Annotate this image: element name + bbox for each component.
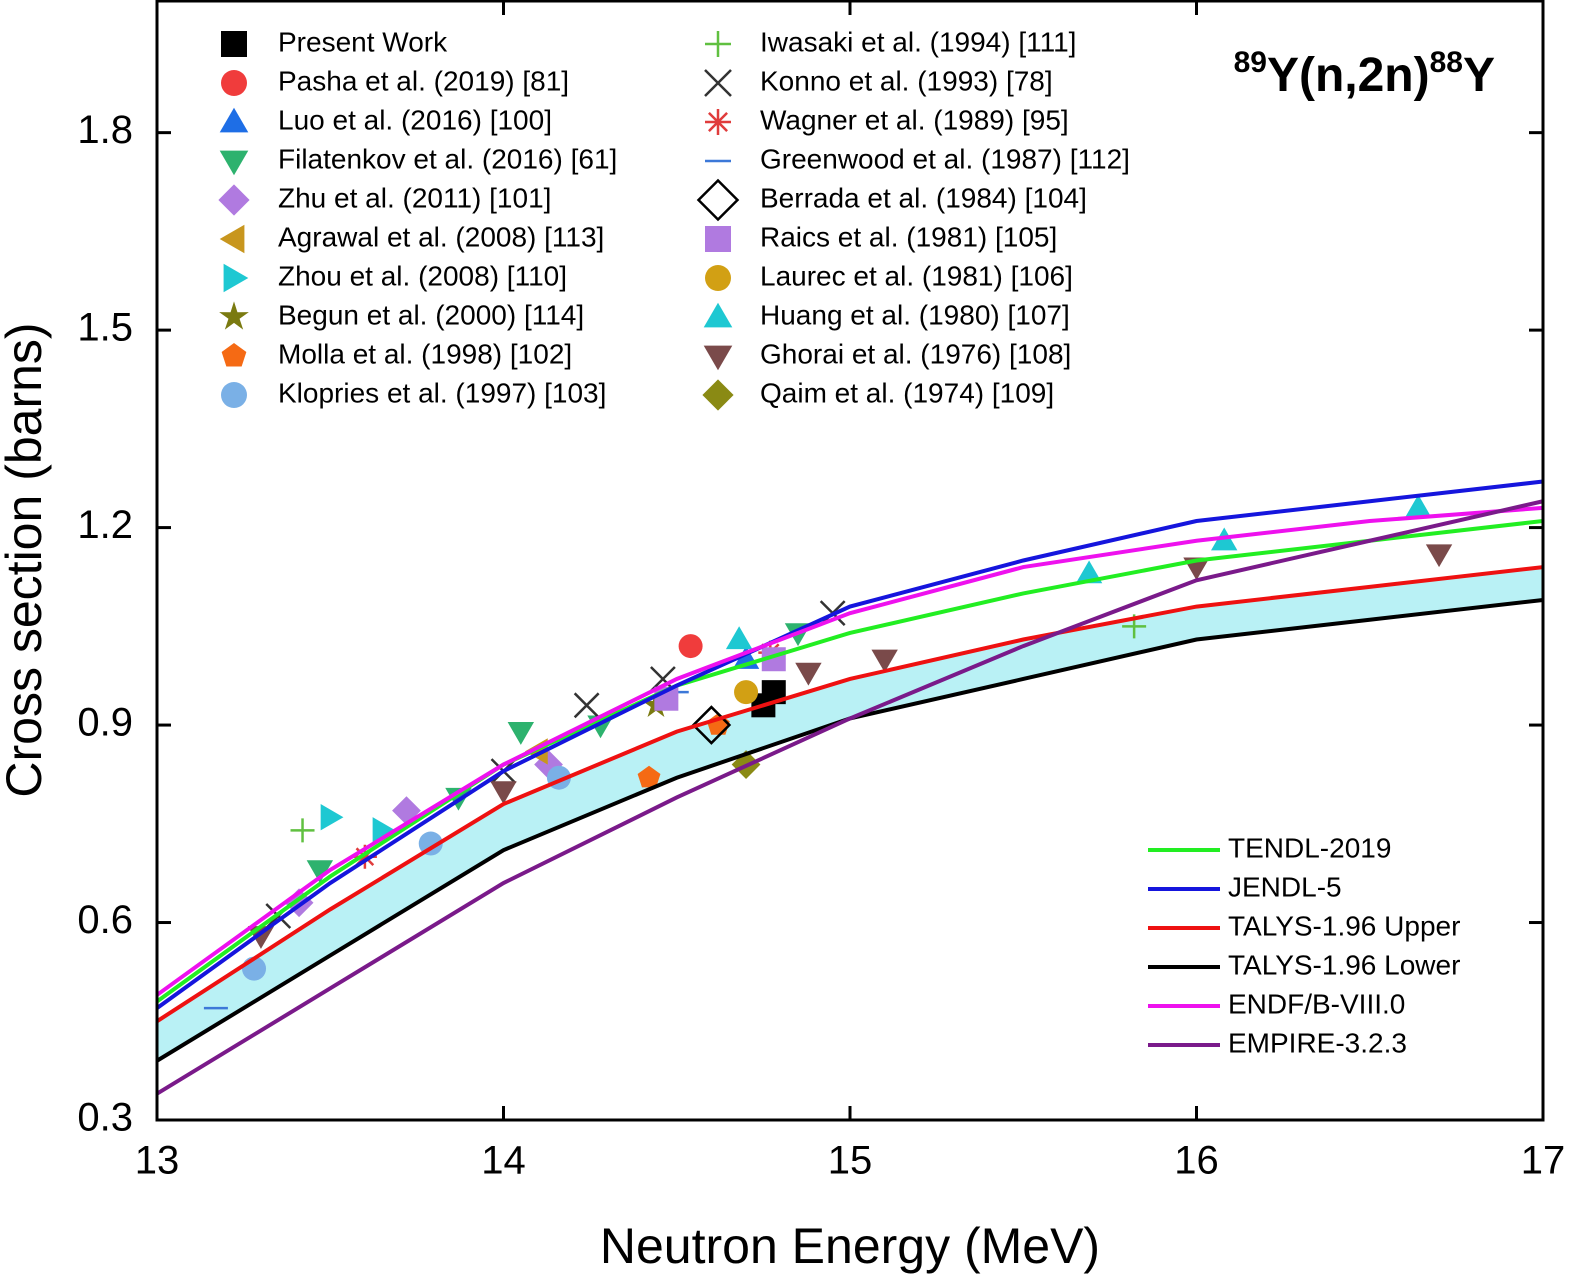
- data-point: [734, 680, 759, 705]
- legend-label: Qaim et al. (1974) [109]: [760, 377, 1054, 408]
- legend-label: Klopries et al. (1997) [103]: [278, 377, 606, 408]
- data-point: [372, 817, 396, 844]
- data-point: [1405, 494, 1432, 518]
- title-part: Y(n,2n): [1267, 49, 1430, 102]
- legend-label: Molla et al. (1998) [102]: [278, 338, 572, 369]
- model-curve: [155, 479, 1544, 1010]
- legend-marker: [219, 224, 245, 254]
- y-tick-label: 0.3: [77, 1096, 133, 1140]
- legend-label: Luo et al. (2016) [100]: [278, 104, 552, 135]
- x-tick-label: 13: [135, 1139, 180, 1183]
- y-tick-label: 1.8: [77, 108, 133, 152]
- data-point: [284, 888, 314, 918]
- model-curve: [155, 499, 1544, 1096]
- data-point: [573, 692, 600, 719]
- legend-label: Ghorai et al. (1976) [108]: [760, 338, 1071, 369]
- legend-label: Filatenkov et al. (2016) [61]: [278, 143, 617, 174]
- y-tick-label: 1.5: [77, 306, 133, 350]
- plot-area: [155, 479, 1544, 1096]
- legend-marker: [696, 178, 740, 222]
- x-axis-label: Neutron Energy (MeV): [600, 1218, 1100, 1274]
- legend-marker: [218, 184, 250, 216]
- model-curve: [155, 505, 1544, 997]
- data-point: [352, 844, 377, 869]
- data-point: [1425, 544, 1453, 568]
- legend-marker: [705, 265, 731, 291]
- legend-label: Raics et al. (1981) [105]: [760, 221, 1057, 252]
- chart-title: 89Y(n,2n)88Y: [1234, 46, 1495, 102]
- legend-label: Zhou et al. (2008) [110]: [278, 260, 567, 291]
- legend-marker: [704, 69, 732, 97]
- legend-label: Berrada et al. (1984) [104]: [760, 182, 1087, 213]
- y-tick-label: 1.2: [77, 503, 133, 547]
- x-tick-label: 14: [481, 1139, 526, 1183]
- legend-label: Begun et al. (2000) [114]: [278, 299, 584, 330]
- x-tick-label: 16: [1174, 1139, 1219, 1183]
- legend-label: Huang et al. (1980) [107]: [760, 299, 1070, 330]
- legend-marker: [705, 109, 731, 135]
- model-curve: [155, 519, 1544, 1004]
- data-point: [306, 860, 334, 884]
- legend-marker: [219, 301, 249, 330]
- data-point: [637, 765, 661, 788]
- data-point: [678, 634, 703, 659]
- data-point: [795, 662, 822, 686]
- legend-marker: [221, 31, 247, 57]
- x-tick-label: 17: [1521, 1139, 1566, 1183]
- y-tick-label: 0.6: [77, 898, 133, 942]
- legend-label: Pasha et al. (2019) [81]: [278, 65, 569, 96]
- legend-marker: [221, 70, 247, 96]
- legend-marker: [219, 150, 249, 176]
- legend-label: Greenwood et al. (1987) [112]: [760, 143, 1130, 174]
- legend-marker: [702, 379, 734, 411]
- data-point: [1075, 560, 1103, 584]
- data-point: [418, 831, 443, 856]
- legend-label: Wagner et al. (1989) [95]: [760, 104, 1069, 135]
- legend-label: TENDL-2019: [1228, 832, 1391, 863]
- model-curve: [155, 565, 1544, 1023]
- legend-label: EMPIRE-3.2.3: [1228, 1027, 1407, 1058]
- legend-marker: [705, 31, 731, 57]
- legend-label: TALYS-1.96 Lower: [1228, 949, 1460, 980]
- x-tick-label: 15: [828, 1139, 873, 1183]
- data-point: [490, 781, 517, 805]
- legend-label: Zhu et al. (2011) [101]: [278, 182, 551, 213]
- legend-marker: [221, 382, 247, 408]
- legend-marker: [705, 226, 731, 252]
- data-point: [871, 649, 898, 673]
- legend-label: Iwasaki et al. (1994) [111]: [760, 26, 1076, 57]
- data-point: [725, 626, 753, 650]
- legend-label: ENDF/B-VIII.0: [1228, 988, 1405, 1019]
- data-point: [290, 818, 315, 843]
- data-point: [507, 722, 535, 745]
- data-point: [320, 804, 344, 831]
- y-axis-label: Cross section (barns): [0, 322, 52, 797]
- title-part: Y: [1463, 49, 1495, 102]
- legend-marker: [219, 107, 249, 133]
- legend-label: Agrawal et al. (2008) [113]: [278, 221, 604, 252]
- legend-label: JENDL-5: [1228, 871, 1342, 902]
- legend-label: TALYS-1.96 Upper: [1228, 910, 1460, 941]
- y-tick-label: 0.9: [77, 701, 133, 745]
- legend-marker: [703, 302, 733, 328]
- title-sup: 89: [1234, 46, 1267, 79]
- legend-label: Present Work: [278, 26, 448, 57]
- title-sup: 88: [1430, 46, 1463, 79]
- uncertainty-band: [157, 567, 1543, 1061]
- legend-marker: [221, 343, 247, 367]
- legend-label: Konno et al. (1993) [78]: [760, 65, 1053, 96]
- legend-marker: [223, 263, 249, 293]
- legend-label: Laurec et al. (1981) [106]: [760, 260, 1073, 291]
- legend-marker: [703, 345, 733, 371]
